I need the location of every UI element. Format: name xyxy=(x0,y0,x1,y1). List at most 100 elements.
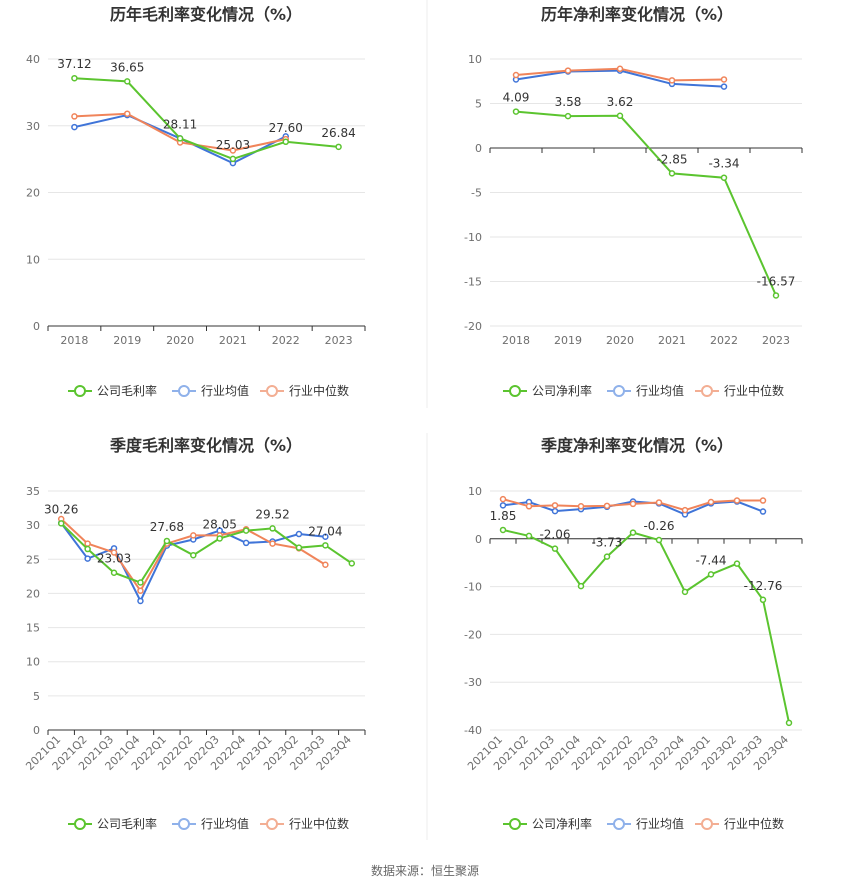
data-point xyxy=(525,503,533,510)
data-label: 3.58 xyxy=(555,95,582,109)
data-point xyxy=(499,502,507,509)
data-label: -7.44 xyxy=(695,553,726,567)
y-tick-label: -10 xyxy=(464,581,482,594)
y-tick-label: 15 xyxy=(26,622,40,635)
data-point xyxy=(295,530,303,538)
data-point xyxy=(707,571,715,578)
data-point xyxy=(322,561,329,568)
x-tick-label: 2022 xyxy=(710,334,738,347)
legend-marker-icon xyxy=(509,385,521,397)
legend-label: 公司净利率 xyxy=(532,383,592,398)
legend-marker-icon xyxy=(613,818,625,830)
legend-label: 行业中位数 xyxy=(289,816,349,831)
y-tick-label: 40 xyxy=(26,53,40,66)
data-point xyxy=(681,506,689,514)
data-point xyxy=(269,540,276,547)
data-point xyxy=(551,507,559,515)
y-tick-label: 0 xyxy=(33,724,40,737)
data-point xyxy=(733,560,741,567)
y-tick-label: 0 xyxy=(33,320,40,333)
data-label: 27.60 xyxy=(269,121,303,135)
y-tick-label: 10 xyxy=(26,656,40,669)
data-label: 27.04 xyxy=(308,524,342,538)
data-point xyxy=(295,544,303,551)
data-point xyxy=(629,529,637,536)
data-point xyxy=(190,551,197,559)
data-point xyxy=(785,719,793,727)
legend-label: 行业中位数 xyxy=(289,383,349,398)
y-tick-label: 30 xyxy=(26,120,40,133)
data-point xyxy=(84,540,91,547)
data-label: 26.84 xyxy=(321,126,355,140)
x-tick-label: 2020 xyxy=(606,334,634,347)
x-tick-label: 2022 xyxy=(272,334,300,347)
y-tick-label: 20 xyxy=(26,187,40,200)
data-point xyxy=(110,569,118,576)
y-tick-label: 20 xyxy=(26,587,40,600)
y-tick-label: 30 xyxy=(26,519,40,532)
data-point xyxy=(616,112,624,120)
legend-marker-icon xyxy=(266,818,278,830)
legend-label: 行业均值 xyxy=(201,383,249,398)
chart-quarterly-gross: 季度毛利率变化情况（%）051015202530352021Q12021Q220… xyxy=(23,436,366,831)
data-label: 4.09 xyxy=(503,91,530,105)
legend-label: 行业均值 xyxy=(636,383,684,398)
data-point xyxy=(335,143,342,151)
legend-item: 行业均值 xyxy=(172,383,249,398)
legend-item: 行业中位数 xyxy=(260,383,349,398)
data-point xyxy=(216,535,223,542)
data-point xyxy=(84,545,91,553)
data-label: 36.65 xyxy=(110,60,144,74)
data-point xyxy=(564,112,572,120)
legend-item: 公司净利率 xyxy=(503,383,592,398)
series-line xyxy=(60,522,353,584)
x-tick-label: 2023 xyxy=(762,334,790,347)
data-label: 28.11 xyxy=(163,117,197,131)
legend-label: 行业均值 xyxy=(636,816,684,831)
data-label: 28.05 xyxy=(203,517,237,531)
legend-item: 公司净利率 xyxy=(503,816,592,831)
x-tick-label: 2021 xyxy=(219,334,247,347)
data-point xyxy=(499,526,507,534)
x-tick-label: 2023 xyxy=(325,334,353,347)
data-point xyxy=(137,587,144,594)
series-line xyxy=(74,77,339,160)
y-tick-label: -15 xyxy=(464,276,482,289)
x-tick-label: 2021 xyxy=(658,334,686,347)
legend-marker-icon xyxy=(266,385,278,397)
legend-marker-icon xyxy=(613,385,625,397)
data-point xyxy=(124,78,131,85)
data-point xyxy=(551,545,559,552)
data-label: -3.34 xyxy=(708,157,739,171)
y-tick-label: 10 xyxy=(26,253,40,266)
data-point xyxy=(71,123,78,131)
data-point xyxy=(137,579,144,586)
data-point xyxy=(616,65,624,73)
data-point xyxy=(57,520,65,527)
data-point xyxy=(512,71,520,79)
legend-item: 行业中位数 xyxy=(695,816,784,831)
chart-quarterly-net: 季度净利率变化情况（%）-40-30-20-100102021Q12021Q22… xyxy=(464,436,803,831)
legend-item: 行业中位数 xyxy=(695,383,784,398)
data-point xyxy=(71,113,78,120)
data-point xyxy=(772,292,780,299)
data-point xyxy=(499,495,507,503)
data-label: -2.85 xyxy=(656,152,687,166)
data-point xyxy=(269,525,276,532)
legend-item: 公司毛利率 xyxy=(68,383,157,398)
data-label: 30.26 xyxy=(44,502,78,516)
legend-label: 行业中位数 xyxy=(724,383,784,398)
legend-marker-icon xyxy=(178,385,190,397)
data-point xyxy=(720,174,728,181)
data-point xyxy=(322,542,329,549)
y-tick-label: 10 xyxy=(468,53,482,66)
data-label: -3.73 xyxy=(591,536,622,550)
data-label: 29.52 xyxy=(255,507,289,521)
y-tick-label: -30 xyxy=(464,676,482,689)
data-label: 37.12 xyxy=(57,57,91,71)
series-line xyxy=(515,110,777,296)
legend-label: 公司毛利率 xyxy=(97,383,157,398)
data-point xyxy=(759,508,767,515)
legend-marker-icon xyxy=(701,385,713,397)
